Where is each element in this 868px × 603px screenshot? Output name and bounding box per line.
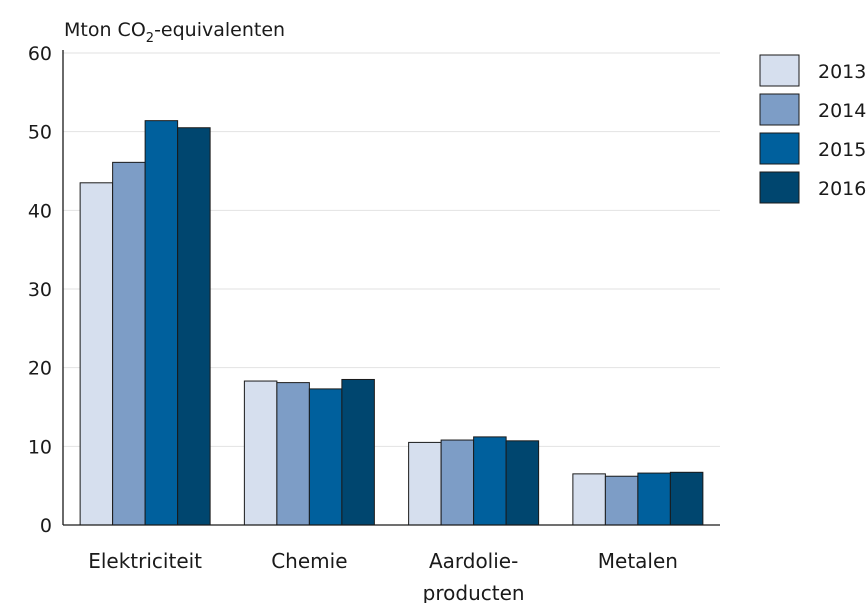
bar-2015-3 (473, 436, 507, 526)
bar-2013-4 (572, 473, 606, 526)
bar-2013-3 (408, 441, 442, 526)
unit-label-subscript: 2 (146, 31, 154, 46)
legend-label: 2014 (818, 100, 866, 122)
x-category-label: Aardolie- (429, 549, 518, 573)
y-tick-label: 30 (28, 279, 52, 301)
axes (62, 50, 720, 526)
legend-swatch-2013 (759, 54, 800, 87)
bar-2015-1 (144, 120, 179, 526)
bar-2016-1 (177, 127, 211, 526)
x-category-label: Chemie (271, 549, 347, 573)
bar-2015-4 (637, 472, 671, 526)
legend-swatch-2016 (759, 171, 800, 204)
bar-2014-3 (440, 439, 475, 526)
bar-2013-1 (79, 182, 114, 526)
legend: 2013 2014 2015 2016 (759, 54, 866, 204)
unit-label-rest: -equivalenten (154, 19, 285, 41)
bar-2013-2 (243, 380, 278, 526)
y-tick-label: 50 (28, 122, 52, 144)
x-category-label: Elektriciteit (88, 549, 202, 573)
y-tick-label: 0 (40, 515, 52, 537)
legend-swatch-2015 (759, 132, 800, 165)
bar-2016-4 (669, 471, 704, 526)
y-axis-unit-label: Mton CO2-equivalenten (64, 19, 285, 46)
bar-2014-2 (276, 382, 310, 526)
legend-label: 2015 (818, 139, 866, 161)
legend-swatch-2014 (759, 93, 800, 126)
x-category-label: producten (423, 581, 525, 603)
bar-2015-2 (308, 388, 343, 526)
bar-2016-3 (505, 440, 540, 526)
legend-label: 2013 (818, 61, 866, 83)
bar-2016-2 (341, 378, 375, 526)
y-tick-label: 10 (28, 436, 52, 458)
x-category-label: Metalen (598, 549, 678, 573)
legend-label: 2016 (818, 178, 866, 200)
y-tick-label: 40 (28, 200, 52, 222)
bars (79, 120, 704, 526)
x-category-labels: Elektriciteit Chemie Aardolie-producten Met… (88, 549, 678, 603)
unit-label-main: Mton CO (64, 19, 146, 41)
y-tick-labels: 0 10 20 30 40 50 60 (28, 43, 52, 537)
bar-2014-1 (112, 161, 146, 526)
y-tick-label: 60 (28, 43, 52, 65)
y-tick-label: 20 (28, 358, 52, 380)
bar-2014-4 (604, 475, 639, 526)
